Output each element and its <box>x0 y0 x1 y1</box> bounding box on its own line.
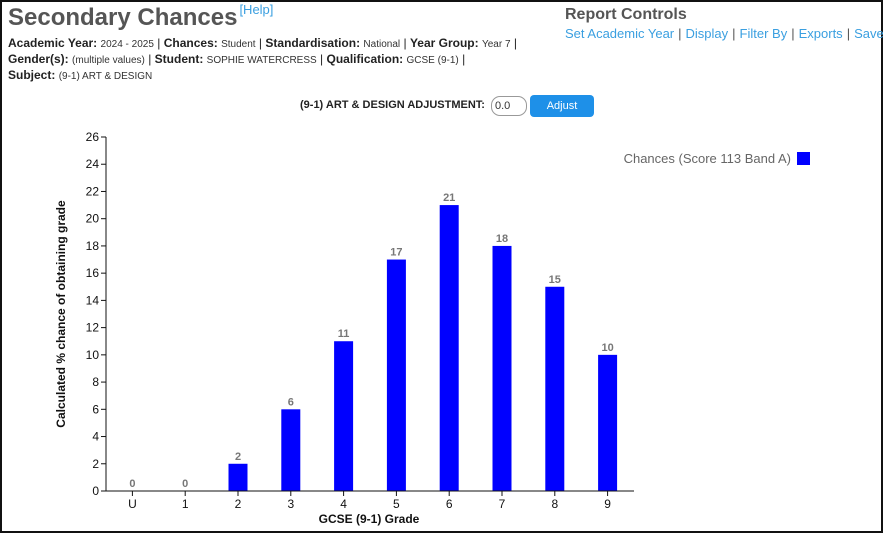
data-label: 0 <box>129 478 135 490</box>
data-label: 6 <box>288 396 294 408</box>
page-title-text: Secondary Chances <box>8 4 238 31</box>
meta-separator: | <box>148 52 152 66</box>
meta-line-1: Academic Year: 2024 - 2025 | Chances: St… <box>8 36 517 50</box>
subject-label: Subject: <box>8 68 56 82</box>
bar <box>281 409 301 491</box>
report-controls-links: Set Academic Year | Display | Filter By | Expo… <box>565 26 883 41</box>
legend-label: Chances (Score 113 Band A) <box>624 151 791 166</box>
x-tick-label: 4 <box>340 497 347 511</box>
standardisation-value: National <box>363 39 401 50</box>
link-separator: | <box>791 26 795 41</box>
adjust-button[interactable]: Adjust <box>530 95 594 117</box>
x-tick-label: 2 <box>235 497 242 511</box>
data-label: 17 <box>390 247 402 259</box>
y-tick-label: 16 <box>86 266 100 280</box>
exports-link[interactable]: Exports <box>798 26 843 41</box>
data-label: 21 <box>443 192 455 204</box>
save-link[interactable]: Save <box>854 26 883 41</box>
x-axis-title: GCSE (9-1) Grade <box>319 512 420 526</box>
y-tick-label: 6 <box>92 402 99 416</box>
help-link[interactable]: [Help] <box>239 2 274 17</box>
chances-value: Student <box>221 39 256 50</box>
genders-value: (multiple values) <box>72 55 145 66</box>
bar <box>228 463 248 491</box>
data-label: 18 <box>496 233 508 245</box>
y-tick-label: 10 <box>86 348 100 362</box>
academic-year-label: Academic Year: <box>8 36 98 50</box>
meta-separator: | <box>403 36 407 50</box>
data-label: 2 <box>235 451 241 463</box>
bar <box>598 354 618 491</box>
y-tick-label: 24 <box>86 157 100 171</box>
academic-year-value: 2024 - 2025 <box>100 39 154 50</box>
meta-line-3: Subject: (9-1) ART & DESIGN <box>8 68 152 82</box>
link-separator: | <box>678 26 682 41</box>
meta-separator: | <box>320 52 324 66</box>
qualification-value: GCSE (9-1) <box>406 55 459 66</box>
report-controls-title: Report Controls <box>565 6 687 23</box>
genders-label: Gender(s): <box>8 52 69 66</box>
link-separator: | <box>732 26 736 41</box>
chances-label: Chances: <box>163 36 218 50</box>
x-tick-label: U <box>128 497 137 511</box>
bar <box>492 245 512 491</box>
meta-separator: | <box>258 36 263 50</box>
x-tick-label: 9 <box>604 497 611 511</box>
data-label: 11 <box>338 328 350 340</box>
y-tick-label: 18 <box>86 239 100 253</box>
x-tick-label: 5 <box>393 497 400 511</box>
student-label: Student: <box>154 52 204 66</box>
y-tick-label: 8 <box>92 375 99 389</box>
bar <box>334 341 354 491</box>
x-tick-label: 3 <box>287 497 294 511</box>
x-tick-label: 8 <box>551 497 558 511</box>
data-label: 15 <box>549 274 561 286</box>
bar <box>545 286 565 491</box>
adjustment-input[interactable] <box>491 96 527 116</box>
meta-separator: | <box>513 36 517 50</box>
y-tick-label: 4 <box>92 430 99 444</box>
filter-by-link[interactable]: Filter By <box>739 26 788 41</box>
y-axis-title: Calculated % chance of obtaining grade <box>54 200 68 428</box>
student-value: SOPHIE WATERCRESS <box>206 55 317 66</box>
data-label: 0 <box>182 478 188 490</box>
y-tick-label: 14 <box>86 293 100 307</box>
y-tick-label: 2 <box>92 457 99 471</box>
page-title: Secondary Chances [Help] <box>8 2 274 32</box>
y-tick-label: 20 <box>86 212 100 226</box>
standardisation-label: Standardisation: <box>265 36 361 50</box>
adjustment-label: (9-1) ART & DESIGN ADJUSTMENT: <box>300 99 485 111</box>
y-tick-label: 0 <box>92 484 99 498</box>
qualification-label: Qualification: <box>326 52 404 66</box>
meta-separator: | <box>462 52 466 66</box>
x-tick-label: 7 <box>499 497 506 511</box>
meta-separator: | <box>157 36 161 50</box>
bar <box>386 259 406 491</box>
x-tick-label: 1 <box>182 497 189 511</box>
data-label: 10 <box>601 342 613 354</box>
link-separator: | <box>846 26 851 41</box>
year-group-value: Year 7 <box>481 39 511 50</box>
y-tick-label: 22 <box>86 184 100 198</box>
y-tick-label: 12 <box>86 321 100 335</box>
x-tick-label: 6 <box>446 497 453 511</box>
subject-value: (9-1) ART & DESIGN <box>58 71 153 82</box>
display-link[interactable]: Display <box>685 26 729 41</box>
year-group-label: Year Group: <box>409 36 479 50</box>
legend-swatch <box>797 152 810 165</box>
set-academic-year-link[interactable]: Set Academic Year <box>565 26 675 41</box>
bar <box>439 205 459 492</box>
meta-line-2: Gender(s): (multiple values) | Student: … <box>8 52 465 66</box>
y-tick-label: 26 <box>86 130 100 144</box>
